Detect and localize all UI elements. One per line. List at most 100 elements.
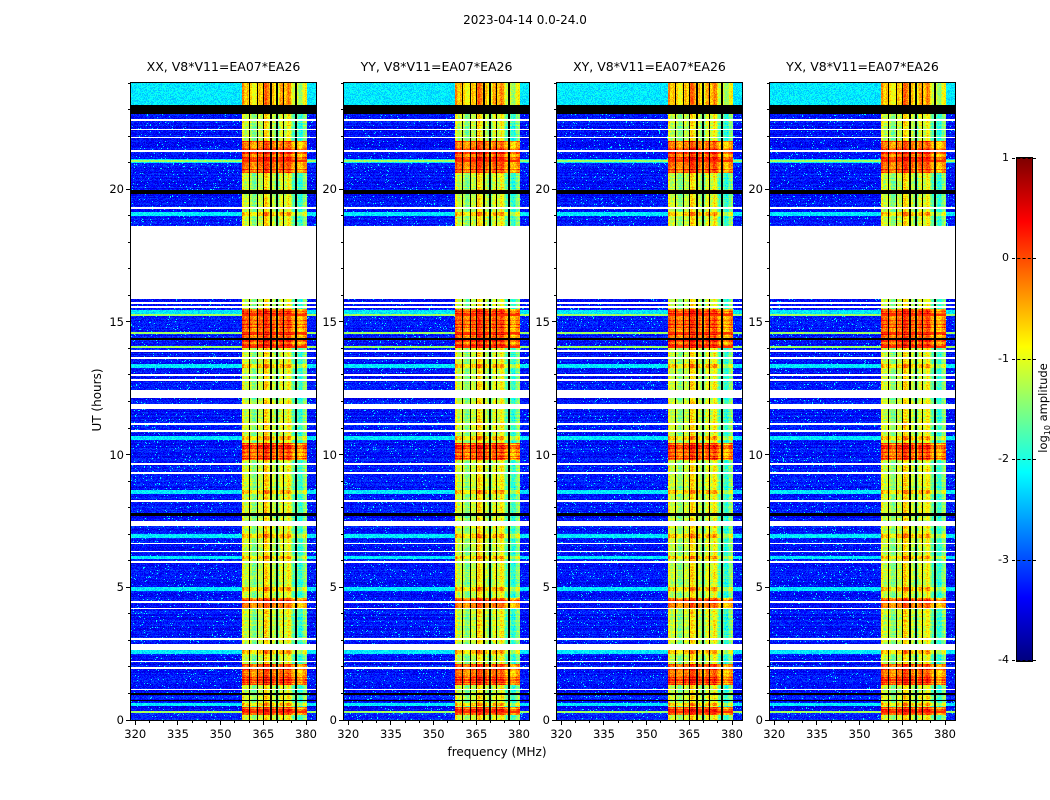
panel-title-yx: YX, V8*V11=EA07*EA26 <box>786 59 939 74</box>
y-minor-tick <box>554 109 556 111</box>
spectrogram-canvas-yy <box>344 83 529 720</box>
y-minor-tick <box>554 401 556 402</box>
y-tick <box>126 321 130 323</box>
colorbar-tick-label: 1 <box>1002 151 1009 164</box>
y-minor-tick <box>341 162 343 164</box>
y-tick-label: 0 <box>755 713 763 727</box>
y-minor-tick <box>767 613 769 615</box>
x-tick <box>731 721 733 725</box>
spectrogram-canvas-xx <box>131 83 316 720</box>
x-tick <box>433 721 435 725</box>
x-tick-label: 365 <box>252 727 275 741</box>
y-minor-tick <box>341 401 343 402</box>
y-tick <box>126 188 130 190</box>
y-minor-tick <box>341 560 343 562</box>
colorbar-canvas <box>1017 158 1032 661</box>
y-minor-tick <box>341 533 343 535</box>
y-tick-label: 15 <box>322 314 337 329</box>
colorbar-tick <box>1012 358 1036 360</box>
y-minor-tick <box>767 427 769 429</box>
y-tick <box>339 188 343 190</box>
y-tick <box>552 586 556 588</box>
y-minor-tick <box>341 241 343 243</box>
y-minor-tick <box>767 109 769 111</box>
y-tick <box>339 586 343 588</box>
y-minor-tick <box>767 294 769 296</box>
x-minor-tick <box>802 721 804 723</box>
y-minor-tick <box>767 401 769 402</box>
y-minor-tick <box>341 109 343 111</box>
spectrogram-panel-xy: XY, V8*V11=EA07*EA26 320 335 350 365 380 0 5 10… <box>535 59 743 741</box>
x-minor-tick <box>163 721 165 723</box>
y-tick <box>765 719 769 721</box>
colorbar-tick-label: -4 <box>998 653 1009 666</box>
y-minor-tick <box>341 613 343 615</box>
y-minor-tick <box>128 82 130 84</box>
y-minor-tick <box>554 613 556 615</box>
y-minor-tick <box>128 666 130 668</box>
x-minor-tick <box>149 721 150 723</box>
y-minor-tick <box>554 347 556 349</box>
x-tick <box>816 721 818 725</box>
y-tick <box>126 719 130 721</box>
y-minor-tick <box>767 135 769 137</box>
x-tick-label: 365 <box>678 727 701 741</box>
x-tick-label: 320 <box>550 727 573 741</box>
colorbar-tick <box>1012 559 1036 561</box>
y-minor-tick <box>341 135 343 137</box>
colorbar-tick <box>1012 158 1036 159</box>
x-minor-tick <box>717 721 719 723</box>
y-minor-tick <box>767 666 769 668</box>
y-minor-tick <box>554 560 556 562</box>
y-minor-tick <box>767 82 769 84</box>
x-minor-tick <box>234 721 236 723</box>
x-minor-tick <box>277 721 279 723</box>
x-tick-label: 335 <box>166 727 189 741</box>
y-minor-tick <box>341 347 343 349</box>
y-minor-tick <box>128 294 130 296</box>
y-tick <box>765 454 769 456</box>
x-tick-label: 320 <box>337 727 360 741</box>
y-minor-tick <box>767 507 769 509</box>
y-tick-label: 10 <box>322 447 337 462</box>
x-tick-label: 335 <box>379 727 402 741</box>
y-minor-tick <box>128 427 130 429</box>
x-minor-tick <box>191 721 193 723</box>
y-minor-tick <box>554 666 556 668</box>
y-minor-tick <box>341 294 343 296</box>
colorbar-tick <box>1012 258 1036 260</box>
y-minor-tick <box>767 692 769 694</box>
x-tick <box>347 721 349 725</box>
y-minor-tick <box>767 639 769 641</box>
x-minor-tick <box>362 721 363 723</box>
y-minor-tick <box>767 480 769 482</box>
x-tick <box>390 721 392 725</box>
y-minor-tick <box>341 480 343 482</box>
x-tick-label: 350 <box>209 727 232 741</box>
x-tick <box>220 721 222 725</box>
x-tick <box>134 721 136 725</box>
y-tick-label: 15 <box>535 314 550 329</box>
x-tick-label: 335 <box>592 727 615 741</box>
x-tick-label: 320 <box>124 727 147 741</box>
y-minor-tick <box>128 613 130 615</box>
x-tick <box>305 721 307 725</box>
y-minor-tick <box>554 215 556 217</box>
y-tick <box>552 719 556 721</box>
y-minor-tick <box>341 427 343 429</box>
spectrogram-canvas-yx <box>770 83 955 720</box>
y-tick-label: 10 <box>109 447 124 462</box>
x-minor-tick <box>844 721 846 723</box>
x-minor-tick <box>703 721 705 723</box>
y-minor-tick <box>341 692 343 694</box>
y-minor-tick <box>767 241 769 243</box>
panel-title-xy: XY, V8*V11=EA07*EA26 <box>573 59 726 74</box>
x-tick <box>646 721 648 725</box>
x-tick-label: 335 <box>805 727 828 741</box>
x-minor-tick <box>447 721 449 723</box>
colorbar-tick <box>1012 660 1036 661</box>
y-minor-tick <box>341 507 343 509</box>
colorbar-tick-label: -2 <box>998 452 1009 466</box>
x-minor-tick <box>660 721 662 723</box>
